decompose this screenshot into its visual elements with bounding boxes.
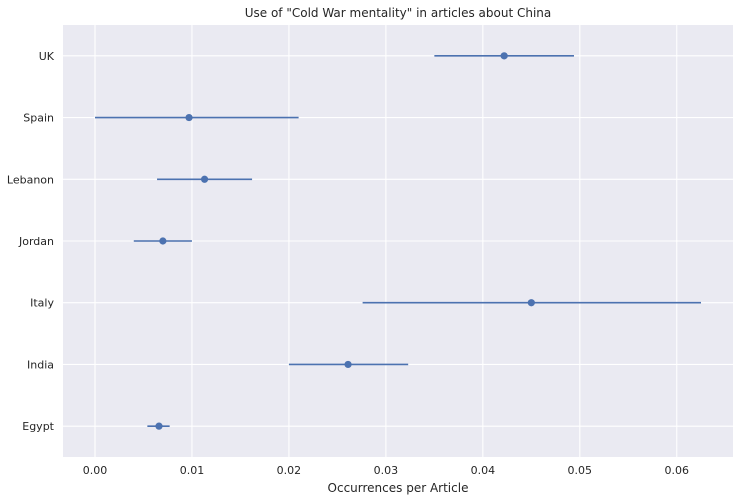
data-point (155, 422, 163, 430)
x-tick-label: 0.03 (374, 464, 399, 477)
y-tick-label: Lebanon (7, 173, 54, 186)
data-point (500, 52, 508, 60)
y-tick-label: India (27, 358, 54, 371)
data-point (185, 113, 193, 122)
data-point (344, 360, 352, 369)
x-tick-label: 0.01 (180, 464, 205, 477)
x-tick-label: 0.06 (665, 464, 690, 477)
chart-title: Use of "Cold War mentality" in articles … (245, 6, 552, 20)
x-axis-label: Occurrences per Article (328, 481, 469, 495)
data-point (159, 237, 167, 245)
x-tick-label: 0.04 (471, 464, 496, 477)
x-tick-label: 0.05 (568, 464, 593, 477)
y-tick-label: Italy (30, 297, 54, 310)
data-point (200, 175, 209, 183)
data-point (527, 299, 535, 307)
x-axis-ticks: 0.00 0.01 0.02 0.03 0.04 0.05 0.06 (83, 464, 689, 477)
y-tick-label: Egypt (22, 420, 54, 433)
y-tick-label: UK (39, 50, 55, 63)
errorbar-series (94, 52, 702, 430)
x-tick-label: 0.02 (277, 464, 302, 477)
y-tick-label: Spain (23, 112, 54, 125)
x-tick-label: 0.00 (83, 464, 108, 477)
y-axis-ticks: UK Spain Lebanon Jordan Italy India Egypt (7, 50, 55, 433)
y-tick-label: Jordan (18, 235, 54, 248)
